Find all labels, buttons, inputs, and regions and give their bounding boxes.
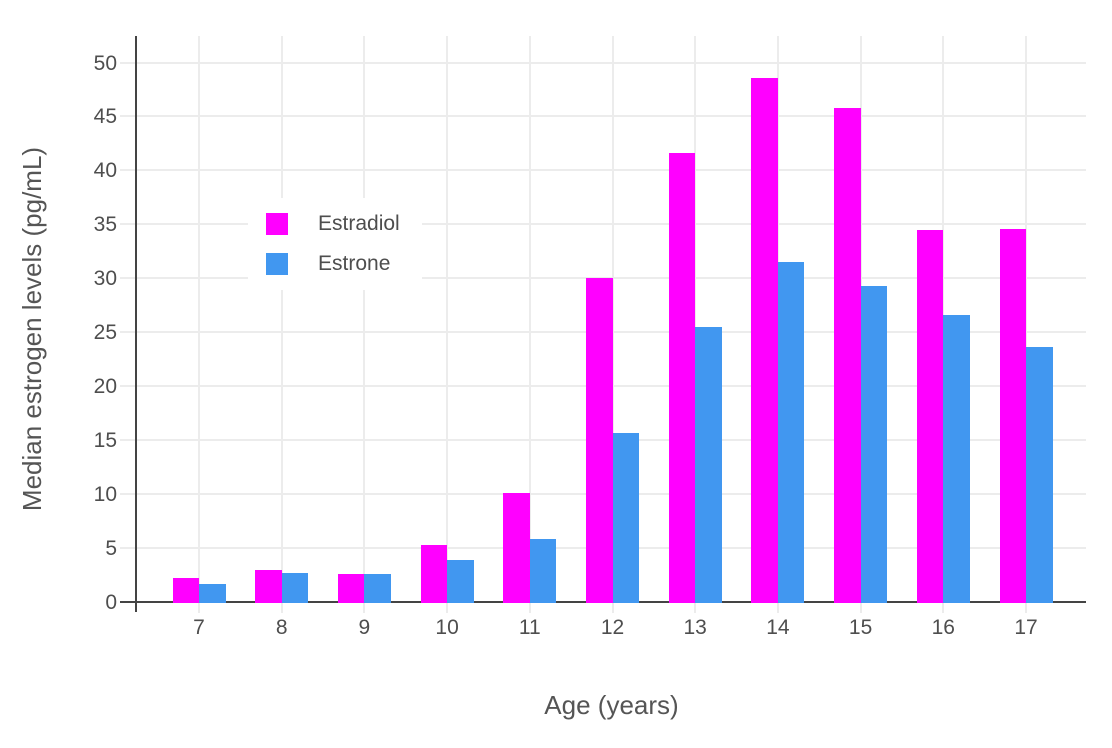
y-tick-label-30: 30 (93, 267, 117, 291)
x-gridline (363, 36, 366, 602)
y-tick-label-25: 25 (93, 321, 117, 345)
bar-estradiol-age-15 (834, 107, 861, 603)
bar-estrone-age-15 (860, 285, 888, 603)
y-tick-mark (120, 385, 137, 388)
x-gridline (280, 36, 283, 602)
x-gridline (1025, 36, 1027, 602)
legend-label-estradiol: Estradiol (318, 212, 400, 235)
x-tick-mark (859, 603, 862, 613)
x-gridline (446, 36, 449, 602)
y-tick-label-20: 20 (93, 375, 117, 399)
y-tick-label-5: 5 (105, 537, 117, 561)
y-tick-label-35: 35 (93, 213, 117, 237)
legend-item-estrone[interactable]: Estrone (266, 252, 400, 276)
x-tick-label-15: 15 (848, 616, 873, 639)
y-tick-mark (120, 223, 137, 226)
y-tick-mark (120, 547, 137, 550)
y-tick-label-40: 40 (93, 159, 117, 183)
legend-item-estradiol[interactable]: Estradiol (266, 212, 400, 236)
y-axis-title: Median estrogen levels (pg/mL) (17, 146, 47, 512)
estradiol-swatch-icon (266, 213, 288, 235)
x-tick-label-16: 16 (931, 616, 955, 639)
x-tick-mark (694, 603, 697, 613)
bar-estradiol-age-8 (255, 569, 282, 603)
x-tick-mark (280, 603, 283, 613)
legend: Estradiol Estrone (248, 198, 422, 290)
x-tick-mark (198, 603, 200, 613)
bar-estrone-age-17 (1026, 347, 1053, 603)
estrone-swatch-icon (266, 253, 288, 275)
bar-estrone-age-16 (943, 314, 970, 603)
y-tick-mark (120, 331, 137, 334)
bar-estradiol-age-11 (503, 493, 530, 603)
x-tick-label-14: 14 (766, 616, 790, 639)
bar-estradiol-age-7 (172, 578, 199, 603)
x-tick-label-7: 7 (193, 616, 205, 639)
x-tick-label-10: 10 (435, 616, 459, 639)
y-axis-line (135, 36, 137, 612)
y-tick-mark (120, 493, 137, 496)
bar-estradiol-age-13 (668, 153, 696, 603)
x-tick-mark (363, 603, 366, 613)
x-gridline (198, 36, 200, 602)
bar-estrone-age-7 (199, 583, 226, 603)
y-tick-label-15: 15 (93, 429, 117, 453)
x-tick-mark (446, 603, 449, 613)
x-gridline (528, 36, 531, 602)
x-gridline (694, 36, 697, 602)
bar-estrone-age-11 (529, 539, 557, 603)
y-tick-label-50: 50 (93, 51, 117, 75)
bar-estrone-age-14 (777, 262, 805, 603)
bar-estrone-age-10 (447, 559, 474, 603)
bar-estrone-age-8 (281, 572, 309, 603)
y-tick-label-0: 0 (105, 591, 117, 614)
x-tick-mark (611, 603, 614, 613)
bar-estradiol-age-16 (916, 229, 944, 603)
bar-estradiol-age-12 (586, 278, 613, 603)
legend-label-estrone: Estrone (318, 252, 391, 275)
x-tick-label-17: 17 (1014, 616, 1038, 639)
x-gridline (611, 36, 614, 602)
x-tick-label-12: 12 (600, 616, 625, 639)
y-tick-mark (120, 439, 137, 442)
x-tick-label-9: 9 (358, 616, 371, 639)
bar-estrone-age-9 (364, 573, 391, 603)
y-tick-label-45: 45 (93, 105, 117, 129)
y-tick-mark (120, 115, 137, 118)
x-axis-title: Age (years) (544, 690, 679, 720)
bar-estrone-age-12 (612, 432, 639, 603)
x-tick-label-8: 8 (275, 616, 288, 639)
x-tick-mark (776, 603, 779, 613)
x-tick-label-13: 13 (683, 616, 707, 639)
x-tick-label-11: 11 (518, 616, 541, 639)
bar-estrone-age-13 (695, 326, 722, 603)
bar-estradiol-age-9 (337, 573, 365, 603)
bar-estradiol-age-10 (420, 544, 448, 603)
x-tick-mark (528, 603, 531, 613)
bar-estradiol-age-14 (751, 77, 778, 603)
y-tick-mark (120, 169, 137, 172)
y-tick-mark (120, 61, 137, 64)
y-tick-label-10: 10 (93, 483, 117, 507)
bar-estradiol-age-17 (999, 228, 1026, 603)
y-tick-mark (120, 277, 137, 280)
x-tick-mark (1025, 603, 1027, 613)
x-tick-mark (942, 603, 945, 613)
